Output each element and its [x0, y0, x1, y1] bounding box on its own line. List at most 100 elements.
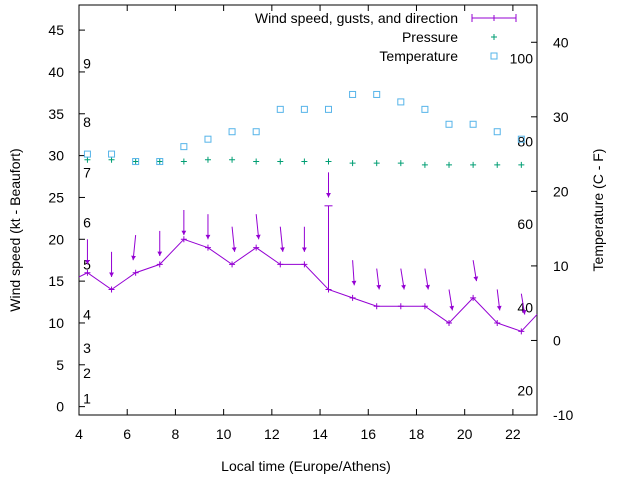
legend-label-temperature: Temperature — [379, 48, 458, 64]
fahrenheit-label: 80 — [517, 133, 533, 149]
fahrenheit-label: 100 — [510, 51, 534, 67]
y-tick-label: 30 — [48, 148, 64, 164]
temperature-point — [445, 120, 453, 128]
pressure-point — [301, 158, 308, 165]
wind-speed-line — [78, 238, 538, 332]
x-tick-label: 8 — [172, 426, 180, 442]
y2-tick-label: -10 — [553, 407, 573, 423]
wind-direction-arrowhead — [231, 247, 237, 252]
temperature-point — [469, 120, 477, 128]
wind-speed-point — [253, 244, 260, 251]
legend-label-wind: Wind speed, gusts, and direction — [255, 10, 458, 26]
wind-direction-arrowhead — [401, 284, 406, 290]
pressure-point — [518, 161, 525, 168]
y-axis-label: Wind speed (kt - Beaufort) — [7, 148, 23, 311]
pressure-point — [229, 156, 236, 163]
y2-tick-label: 20 — [553, 183, 569, 199]
pressure-point — [349, 160, 356, 167]
temperature-point — [421, 105, 429, 113]
wind-speed-point — [518, 328, 525, 335]
x-axis-label: Local time (Europe/Athens) — [221, 458, 391, 474]
fahrenheit-label: 20 — [517, 382, 533, 398]
wind-speed-point — [421, 303, 428, 310]
wind-direction-arrowhead — [255, 234, 261, 240]
temperature-point — [83, 150, 91, 158]
pressure-point — [108, 156, 115, 163]
x-tick-label: 6 — [123, 426, 131, 442]
y-tick-label: 10 — [48, 315, 64, 331]
temperature-point — [397, 98, 405, 106]
beaufort-label: 2 — [83, 365, 91, 381]
temperature-point — [156, 158, 164, 166]
pressure-point — [325, 158, 332, 165]
wind-speed-point — [470, 294, 477, 301]
wind-speed-point — [446, 319, 453, 326]
pressure-point — [277, 158, 284, 165]
temperature-point — [373, 90, 381, 98]
pressure-point — [132, 158, 139, 165]
y2-tick-label: 30 — [553, 109, 569, 125]
legend-swatch-wind-point — [491, 15, 497, 21]
temperature-point — [349, 90, 357, 98]
wind-direction-arrowhead — [131, 255, 136, 261]
wind-direction-arrowhead — [351, 280, 357, 286]
x-tick-label: 16 — [360, 426, 376, 442]
wind-speed-point — [397, 303, 404, 310]
pressure-point — [84, 156, 91, 163]
y2-tick-label: 10 — [553, 258, 569, 274]
pressure-point — [204, 156, 211, 163]
y2-axis-label: Temperature (C - F) — [590, 149, 606, 272]
x-tick-label: 4 — [75, 426, 83, 442]
wind-direction-arrowhead — [496, 305, 502, 311]
pressure-point — [156, 158, 163, 165]
x-tick-label: 14 — [312, 426, 328, 442]
y-tick-label: 20 — [48, 231, 64, 247]
wind-direction-arrowhead — [85, 259, 90, 265]
temperature-point — [324, 105, 332, 113]
temperature-point — [276, 105, 284, 113]
legend-label-pressure: Pressure — [402, 29, 458, 45]
wind-speed-point — [180, 236, 187, 243]
temperature-point — [493, 128, 501, 136]
wind-speed-point — [277, 261, 284, 268]
wind-direction-arrowhead — [521, 309, 527, 315]
temperature-point — [132, 158, 140, 166]
beaufort-label: 1 — [83, 390, 91, 406]
temperature-point — [252, 128, 260, 136]
pressure-point — [180, 158, 187, 165]
beaufort-label: 4 — [83, 307, 91, 323]
wind-direction-arrowhead — [109, 272, 114, 277]
temperature-point — [228, 128, 236, 136]
wind-speed-point — [156, 261, 163, 268]
wind-direction-arrowhead — [181, 230, 187, 236]
y-tick-label: 15 — [48, 273, 64, 289]
temperature-point — [517, 135, 525, 143]
y2-tick-label: 40 — [553, 34, 569, 50]
y-tick-label: 25 — [48, 189, 64, 205]
wind-direction-arrowhead — [205, 234, 211, 240]
beaufort-label: 7 — [83, 164, 91, 180]
y-tick-label: 35 — [48, 106, 64, 122]
temperature-point — [204, 135, 212, 143]
temperature-point — [300, 105, 308, 113]
pressure-point — [470, 161, 477, 168]
wind-speed-point — [204, 244, 211, 251]
wind-direction-arrowhead — [326, 193, 331, 198]
wind-speed-point — [108, 286, 115, 293]
legend-swatch-pressure — [491, 34, 497, 40]
plot-area: 4 6 8 10 12 14 16 18 20 22051015202530354045-1001… — [48, 4, 573, 442]
wind-direction-arrowhead — [279, 247, 285, 252]
plot-frame — [78, 4, 538, 416]
pressure-point — [421, 161, 428, 168]
pressure-point — [373, 160, 380, 167]
pressure-point — [494, 161, 501, 168]
wind-direction-arrowhead — [157, 251, 163, 257]
y-tick-label: 0 — [56, 399, 64, 415]
y-tick-label: 45 — [48, 22, 64, 38]
wind-speed-point — [84, 269, 91, 276]
x-tick-label: 20 — [457, 426, 473, 442]
x-tick-label: 22 — [505, 426, 521, 442]
beaufort-label: 8 — [83, 114, 91, 130]
wind-speed-point — [349, 294, 356, 301]
